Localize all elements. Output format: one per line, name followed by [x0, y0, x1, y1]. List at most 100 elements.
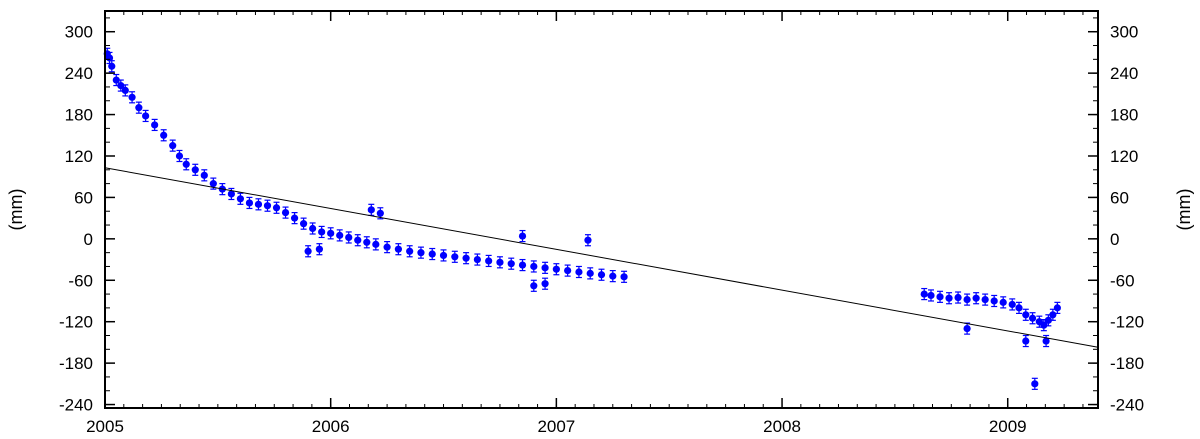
- data-point: [518, 232, 527, 240]
- data-point: [417, 249, 425, 257]
- data-point: [151, 121, 159, 129]
- data-point: [1031, 380, 1039, 388]
- y-tick-label-left: 300: [65, 23, 93, 42]
- data-point: [318, 228, 326, 236]
- data-point: [121, 86, 129, 94]
- y-tick-label-left: 60: [74, 188, 93, 207]
- data-point: [367, 206, 375, 214]
- data-point: [552, 265, 560, 273]
- y-tick-label-left: 120: [65, 147, 93, 166]
- data-point: [394, 245, 402, 253]
- data-point: [451, 253, 459, 261]
- data-point: [963, 325, 971, 333]
- data-point: [620, 273, 628, 281]
- x-tick-label: 2007: [537, 417, 575, 436]
- data-point: [530, 262, 538, 271]
- data-point: [160, 131, 168, 139]
- data-point: [428, 250, 436, 258]
- data-point: [462, 254, 470, 262]
- data-point: [1053, 304, 1061, 312]
- data-point: [209, 180, 217, 188]
- y-tick-label-left: 0: [84, 230, 93, 249]
- data-point: [315, 245, 323, 253]
- data-point: [972, 294, 980, 302]
- data-point: [236, 195, 245, 203]
- data-point: [117, 81, 125, 90]
- y-tick-label-left: 240: [65, 64, 93, 83]
- y-tick-label-left: -240: [59, 396, 93, 415]
- data-point: [927, 291, 935, 300]
- y-tick-label-right: 0: [1110, 230, 1119, 249]
- data-point: [383, 243, 391, 251]
- data-point: [191, 166, 199, 174]
- data-point: [128, 93, 136, 101]
- data-point: [182, 160, 190, 168]
- x-tick-label: 2006: [312, 417, 350, 436]
- data-point: [541, 280, 549, 288]
- data-point: [990, 297, 998, 305]
- data-point: [439, 251, 448, 260]
- data-point: [263, 202, 272, 210]
- data-point: [518, 261, 527, 269]
- y-tick-label-right: -240: [1110, 396, 1144, 415]
- y-tick-label-right: -180: [1110, 354, 1144, 373]
- data-point: [336, 231, 344, 239]
- y-tick-label-right: -60: [1110, 271, 1135, 290]
- data-point: [1008, 300, 1016, 309]
- data-point: [541, 264, 549, 272]
- data-points: [103, 47, 1061, 332]
- data-point: [597, 271, 606, 279]
- data-point: [300, 220, 308, 228]
- y-tick-label-left: -180: [59, 354, 93, 373]
- data-point: [363, 238, 371, 246]
- data-point: [281, 209, 290, 217]
- y-axis-label-right: (mm): [1174, 189, 1194, 231]
- data-point: [1049, 311, 1057, 319]
- y-tick-label-right: 240: [1110, 64, 1138, 83]
- data-point: [175, 152, 184, 160]
- data-point: [1040, 321, 1048, 329]
- y-tick-label-right: -120: [1110, 313, 1144, 332]
- data-point: [1028, 314, 1037, 322]
- data-point: [936, 293, 944, 301]
- data-point: [1022, 337, 1030, 345]
- data-point: [473, 255, 481, 264]
- data-point: [372, 240, 380, 248]
- data-point: [135, 104, 143, 112]
- data-point: [981, 296, 989, 304]
- data-point: [1015, 304, 1023, 312]
- data-point: [272, 204, 281, 212]
- data-point: [108, 62, 116, 70]
- axis-ticks: [104, 11, 1098, 408]
- x-tick-label: 2008: [763, 417, 801, 436]
- data-point: [1042, 337, 1050, 345]
- data-point: [142, 112, 150, 120]
- y-tick-label-left: 180: [65, 106, 93, 125]
- data-point: [575, 268, 583, 276]
- data-point: [245, 199, 254, 207]
- y-tick-label-left: -120: [59, 313, 93, 332]
- data-point: [354, 236, 362, 244]
- data-point: [586, 269, 594, 277]
- data-point: [309, 224, 317, 233]
- data-point: [254, 200, 263, 208]
- data-point: [345, 233, 353, 242]
- tick-labels: 2005 2006 2007 2008 2009 300 300 240 240 180 180 12…: [59, 23, 1144, 436]
- y-tick-label-right: 300: [1110, 23, 1138, 42]
- outlier-points: [304, 203, 1050, 390]
- data-point: [954, 293, 962, 302]
- data-point: [485, 257, 493, 265]
- data-point: [406, 247, 414, 255]
- data-point: [999, 298, 1007, 306]
- data-point: [290, 214, 299, 222]
- x-tick-label: 2009: [989, 417, 1027, 436]
- data-point: [376, 209, 384, 217]
- data-point: [507, 260, 515, 268]
- y-tick-label-right: 120: [1110, 147, 1138, 166]
- trend-line: [104, 167, 1099, 348]
- y-tick-label-right: 180: [1110, 106, 1138, 125]
- data-point: [496, 258, 504, 266]
- data-point: [963, 296, 971, 304]
- data-point: [112, 76, 120, 84]
